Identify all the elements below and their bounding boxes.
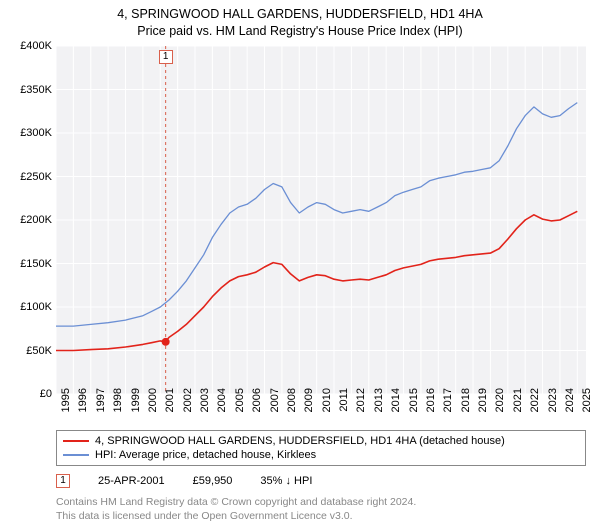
- x-tick-label: 2016: [425, 388, 437, 412]
- x-tick-label: 2019: [477, 388, 489, 412]
- x-tick-label: 2007: [269, 388, 281, 412]
- x-tick-label: 2024: [564, 388, 576, 412]
- attribution-line2: This data is licensed under the Open Gov…: [56, 510, 586, 524]
- transaction-date: 25-APR-2001: [98, 475, 165, 487]
- chart-title-line1: 4, SPRINGWOOD HALL GARDENS, HUDDERSFIELD…: [0, 6, 600, 23]
- x-tick-label: 2022: [529, 388, 541, 412]
- chart-title-line2: Price paid vs. HM Land Registry's House …: [0, 23, 600, 40]
- legend-row: HPI: Average price, detached house, Kirk…: [63, 448, 579, 462]
- chart-svg: [56, 46, 586, 394]
- x-tick-label: 2001: [164, 388, 176, 412]
- y-tick-label: £350K: [4, 84, 52, 96]
- x-tick-label: 2003: [199, 388, 211, 412]
- x-tick-label: 1995: [60, 388, 72, 412]
- legend-label: 4, SPRINGWOOD HALL GARDENS, HUDDERSFIELD…: [95, 435, 505, 447]
- y-tick-label: £400K: [4, 40, 52, 52]
- x-tick-label: 2017: [442, 388, 454, 412]
- y-tick-label: £150K: [4, 258, 52, 270]
- transaction-pct: 35% ↓ HPI: [260, 475, 312, 487]
- legend-label: HPI: Average price, detached house, Kirk…: [95, 449, 316, 461]
- chart-container: { "title": { "line1": "4, SPRINGWOOD HAL…: [0, 0, 600, 530]
- legend-swatch: [63, 440, 89, 442]
- x-tick-label: 2009: [303, 388, 315, 412]
- x-tick-label: 1998: [112, 388, 124, 412]
- x-tick-label: 2023: [547, 388, 559, 412]
- y-tick-label: £50K: [4, 345, 52, 357]
- x-tick-label: 2014: [390, 388, 402, 412]
- y-tick-label: £200K: [4, 214, 52, 226]
- x-tick-label: 2025: [581, 388, 593, 412]
- x-tick-label: 2002: [182, 388, 194, 412]
- x-tick-label: 2000: [147, 388, 159, 412]
- chart-plot-area: £0£50K£100K£150K£200K£250K£300K£350K£400…: [56, 46, 586, 394]
- x-tick-label: 1999: [130, 388, 142, 412]
- x-tick-label: 2010: [321, 388, 333, 412]
- attribution-line1: Contains HM Land Registry data © Crown c…: [56, 496, 586, 510]
- x-tick-label: 2008: [286, 388, 298, 412]
- x-tick-label: 2018: [460, 388, 472, 412]
- x-tick-label: 1996: [77, 388, 89, 412]
- x-tick-label: 2006: [251, 388, 263, 412]
- transaction-price: £59,950: [193, 475, 233, 487]
- x-tick-label: 2013: [373, 388, 385, 412]
- attribution-block: Contains HM Land Registry data © Crown c…: [56, 496, 586, 523]
- chart-title-block: 4, SPRINGWOOD HALL GARDENS, HUDDERSFIELD…: [0, 0, 600, 40]
- x-tick-label: 1997: [95, 388, 107, 412]
- x-tick-label: 2020: [494, 388, 506, 412]
- y-tick-label: £250K: [4, 171, 52, 183]
- x-tick-label: 2005: [234, 388, 246, 412]
- legend-swatch: [63, 454, 89, 456]
- x-tick-label: 2011: [338, 388, 350, 412]
- transaction-marker-icon: 1: [56, 474, 70, 488]
- x-tick-label: 2004: [216, 388, 228, 412]
- y-tick-label: £0: [4, 388, 52, 400]
- x-tick-label: 2015: [408, 388, 420, 412]
- y-tick-label: £300K: [4, 127, 52, 139]
- x-tick-label: 2021: [512, 388, 524, 412]
- x-tick-label: 2012: [355, 388, 367, 412]
- legend-box: 4, SPRINGWOOD HALL GARDENS, HUDDERSFIELD…: [56, 430, 586, 466]
- y-tick-label: £100K: [4, 301, 52, 313]
- transaction-row: 1 25-APR-2001 £59,950 35% ↓ HPI: [56, 474, 586, 488]
- marker-callout: 1: [159, 50, 173, 64]
- legend-row: 4, SPRINGWOOD HALL GARDENS, HUDDERSFIELD…: [63, 434, 579, 448]
